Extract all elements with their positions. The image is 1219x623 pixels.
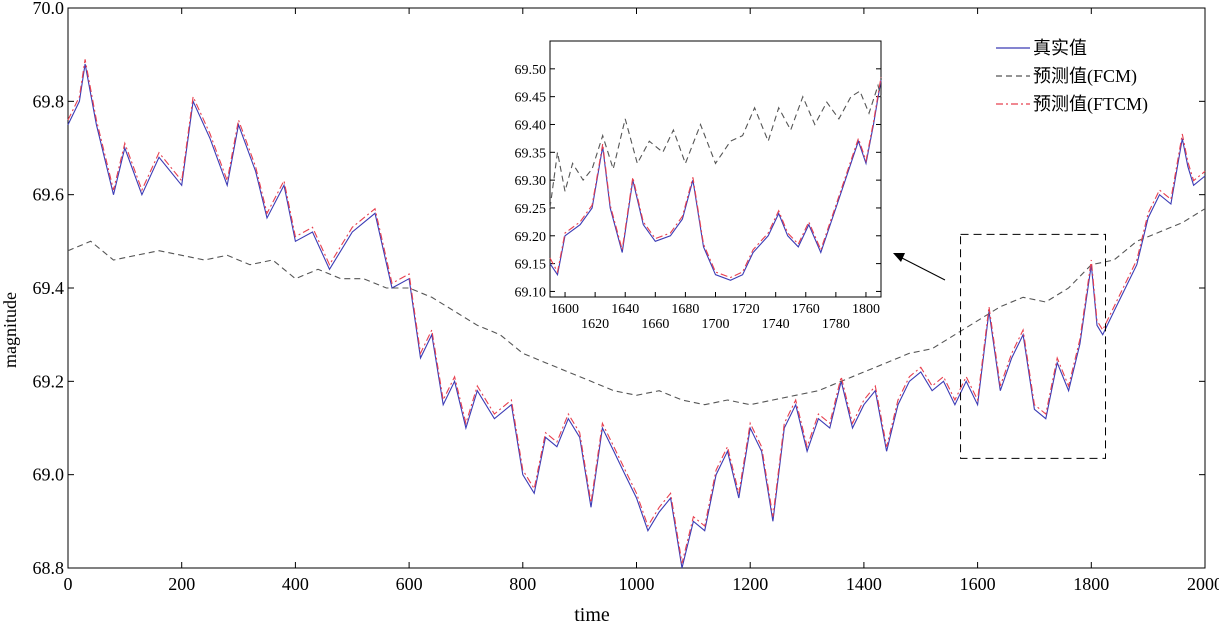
x-tick-label: 1600 — [960, 574, 996, 594]
x-tick-label: 2000 — [1187, 574, 1219, 594]
y-tick-label: 69.2 — [33, 371, 65, 391]
arrow-shaft — [901, 257, 946, 281]
inset-x-tick-label-upper: 1680 — [671, 302, 699, 317]
legend-label-2: 预测值(FTCM) — [1033, 94, 1148, 115]
inset-y-tick-label: 69.40 — [515, 118, 547, 133]
inset-x-tick-label-upper: 1640 — [611, 302, 639, 317]
inset-x-tick-label-upper: 1600 — [551, 302, 579, 317]
y-tick-label: 69.4 — [33, 278, 65, 298]
inset-y-tick-label: 69.45 — [515, 91, 547, 106]
inset-frame — [549, 40, 882, 298]
x-tick-label: 1400 — [846, 574, 882, 594]
main-plot: 0 200 400 600 800 1000 1200 1400 1600 1800 2000 68.… — [33, 0, 1219, 594]
inset-x-tick-label-upper: 1760 — [792, 302, 820, 317]
y-tick-label: 70.0 — [33, 0, 65, 18]
y-tick-label: 69.0 — [33, 465, 65, 485]
inset-y-tick-label: 69.20 — [515, 230, 547, 245]
inset-series-line-2 — [549, 77, 882, 279]
x-tick-label: 200 — [168, 574, 195, 594]
inset-x-tick-label-lower: 1700 — [702, 317, 730, 332]
zoom-arrow — [893, 253, 946, 281]
y-axis-label: magnitude — [0, 292, 20, 368]
legend-label-0: 真实值 — [1033, 38, 1087, 58]
inset-x-tick-label-lower: 1780 — [822, 317, 850, 332]
inset-y-tick-label: 69.35 — [515, 146, 547, 161]
x-tick-label: 0 — [64, 574, 73, 594]
x-tick-label: 1200 — [732, 574, 768, 594]
inset-x-tick-label-lower: 1740 — [762, 317, 790, 332]
y-tick-label: 68.8 — [33, 558, 65, 578]
x-tick-label: 1800 — [1073, 574, 1109, 594]
zoom-rect — [960, 233, 1107, 459]
inset-series-line-1 — [549, 83, 882, 209]
x-tick-label: 600 — [396, 574, 423, 594]
y-tick-label: 69.8 — [33, 91, 65, 111]
inset-x-tick-label-upper: 1720 — [732, 302, 760, 317]
series-line-1 — [67, 208, 1206, 406]
zoom-region-box — [960, 233, 1107, 459]
x-tick-label: 800 — [509, 574, 536, 594]
inset-y-tick-label: 69.30 — [515, 174, 547, 189]
inset-y-tick-label: 69.15 — [515, 258, 547, 273]
y-tick-label: 69.6 — [33, 185, 65, 205]
inset-y-tick-label: 69.50 — [515, 63, 547, 78]
x-axis-label: time — [574, 604, 610, 623]
inset-x-tick-label-lower: 1660 — [641, 317, 669, 332]
x-tick-label: 400 — [282, 574, 309, 594]
inset-y-tick-label: 69.10 — [515, 285, 547, 300]
series-line-2 — [67, 59, 1206, 564]
inset-y-tick-label: 69.25 — [515, 202, 547, 217]
arrow-head — [893, 253, 905, 262]
series-line-0 — [67, 63, 1206, 569]
legend-label-1: 预测值(FCM) — [1033, 66, 1137, 87]
inset-x-tick-label-lower: 1620 — [581, 317, 609, 332]
inset-plot: 69.10 69.15 69.20 69.25 69.30 69.35 69.40 69.45… — [502, 39, 885, 333]
x-tick-label: 1000 — [619, 574, 655, 594]
inset-x-tick-label-upper: 1800 — [852, 302, 880, 317]
